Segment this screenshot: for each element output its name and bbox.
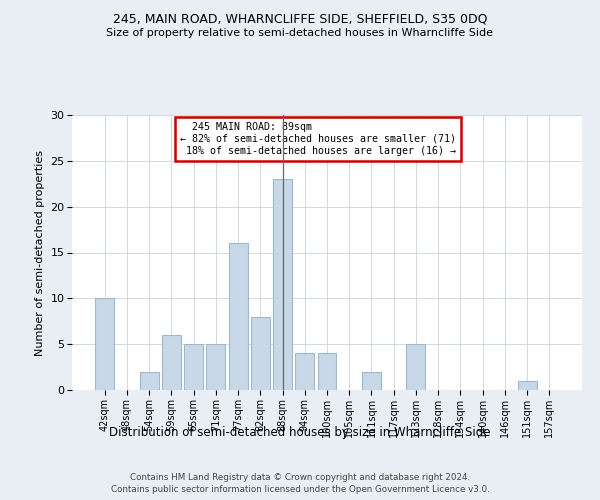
Bar: [406, 344, 425, 390]
Bar: [518, 381, 536, 390]
Text: 245 MAIN ROAD: 89sqm
← 82% of semi-detached houses are smaller (71)
 18% of semi: 245 MAIN ROAD: 89sqm ← 82% of semi-detac…: [180, 122, 456, 156]
Bar: [206, 344, 225, 390]
Text: Size of property relative to semi-detached houses in Wharncliffe Side: Size of property relative to semi-detach…: [107, 28, 493, 38]
Text: 245, MAIN ROAD, WHARNCLIFFE SIDE, SHEFFIELD, S35 0DQ: 245, MAIN ROAD, WHARNCLIFFE SIDE, SHEFFI…: [113, 12, 487, 26]
Bar: [295, 354, 314, 390]
Text: Distribution of semi-detached houses by size in Wharncliffe Side: Distribution of semi-detached houses by …: [109, 426, 491, 439]
Bar: [273, 179, 292, 390]
Bar: [162, 335, 181, 390]
Bar: [251, 316, 270, 390]
Bar: [317, 354, 337, 390]
Text: Contains public sector information licensed under the Open Government Licence v3: Contains public sector information licen…: [110, 485, 490, 494]
Bar: [362, 372, 381, 390]
Y-axis label: Number of semi-detached properties: Number of semi-detached properties: [35, 150, 44, 356]
Bar: [140, 372, 158, 390]
Bar: [184, 344, 203, 390]
Text: Contains HM Land Registry data © Crown copyright and database right 2024.: Contains HM Land Registry data © Crown c…: [130, 472, 470, 482]
Bar: [229, 244, 248, 390]
Bar: [95, 298, 114, 390]
